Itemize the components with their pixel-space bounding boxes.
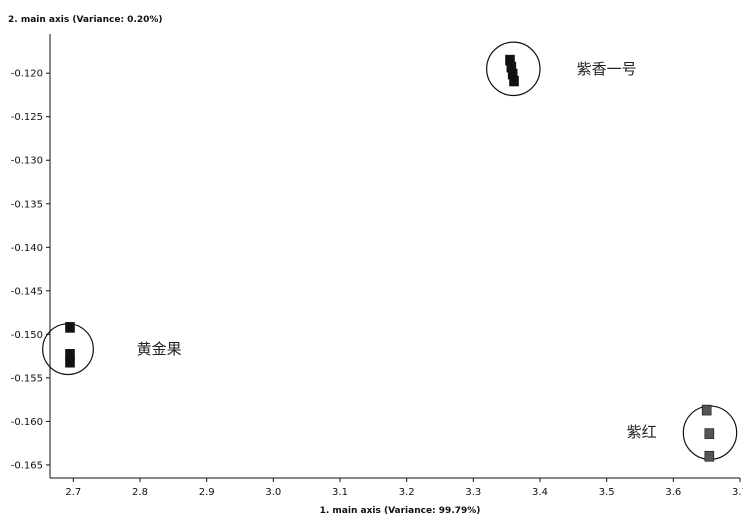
y-tick-label: -0.160 bbox=[11, 417, 43, 428]
x-tick-label: 3.3 bbox=[465, 487, 481, 498]
group-label: 紫红 bbox=[627, 423, 657, 441]
x-tick-label: 2.9 bbox=[199, 487, 215, 498]
x-tick-label: 3.0 bbox=[265, 487, 281, 498]
x-axis-title: 1. main axis (Variance: 99.79%) bbox=[320, 506, 481, 515]
group-label: 紫香一号 bbox=[577, 60, 637, 78]
data-point bbox=[704, 450, 715, 462]
x-tick-label: 3.2 bbox=[399, 487, 415, 498]
data-points bbox=[65, 54, 715, 462]
x-ticks: 2.7 2.8 2.9 3.0 3.1 3.2 3.3 3.4 3.5 3.6 3.7 bbox=[65, 478, 743, 498]
y-tick-label: -0.140 bbox=[11, 243, 43, 254]
x-tick-label: 3.4 bbox=[532, 487, 548, 498]
y-axis-title: 2. main axis (Variance: 0.20%) bbox=[8, 15, 163, 25]
y-tick-label: -0.155 bbox=[11, 373, 43, 384]
y-tick-label: -0.150 bbox=[11, 330, 43, 341]
y-tick-label: -0.135 bbox=[11, 199, 43, 210]
data-point bbox=[65, 356, 75, 368]
y-tick-label: -0.165 bbox=[11, 460, 43, 471]
y-tick-label: -0.130 bbox=[11, 156, 43, 167]
x-tick-label: 3.1 bbox=[332, 487, 348, 498]
y-tick-label: -0.125 bbox=[11, 112, 43, 123]
data-point bbox=[701, 404, 712, 416]
data-point bbox=[65, 322, 75, 333]
data-point bbox=[509, 75, 519, 87]
y-tick-label: -0.120 bbox=[11, 69, 43, 80]
x-tick-label: 3.5 bbox=[599, 487, 615, 498]
y-ticks: -0.120 -0.125 -0.130 -0.135 -0.140 -0.145 -0.1… bbox=[11, 69, 50, 471]
group-circles bbox=[42, 41, 738, 460]
axes bbox=[49, 34, 740, 479]
x-tick-label: 3.7 bbox=[732, 487, 743, 498]
data-point bbox=[704, 428, 715, 439]
x-tick-label: 3.6 bbox=[665, 487, 681, 498]
group-label: 黄金果 bbox=[137, 340, 182, 358]
y-tick-label: -0.145 bbox=[11, 286, 43, 297]
group-circle bbox=[486, 41, 541, 97]
x-tick-label: 2.7 bbox=[65, 487, 81, 498]
x-tick-label: 2.8 bbox=[132, 487, 148, 498]
